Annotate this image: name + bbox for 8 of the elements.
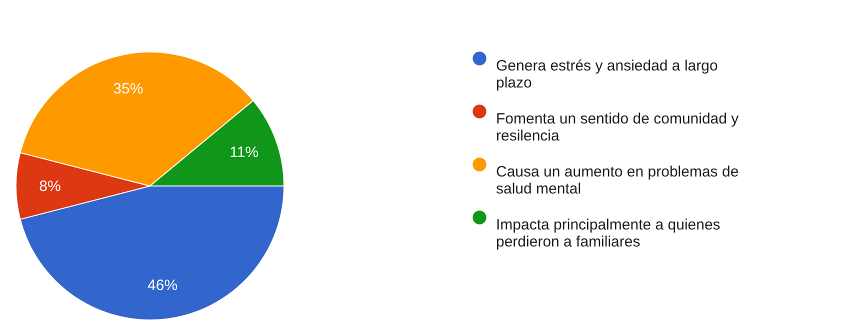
data-label: 35% <box>113 80 144 98</box>
legend-label: Impacta principalmente a quienes perdieron a familiares <box>496 216 720 250</box>
data-label: 46% <box>148 277 178 294</box>
legend-label: Genera estrés y ansiedad a largo plazo <box>496 58 718 92</box>
legend-label: Causa un aumento en problemas de salud mental <box>496 164 739 198</box>
legend-label: Fomenta un sentido de comunidad y resilencia <box>496 110 740 144</box>
data-label: 8% <box>39 178 61 195</box>
data-label: 11% <box>230 144 259 162</box>
